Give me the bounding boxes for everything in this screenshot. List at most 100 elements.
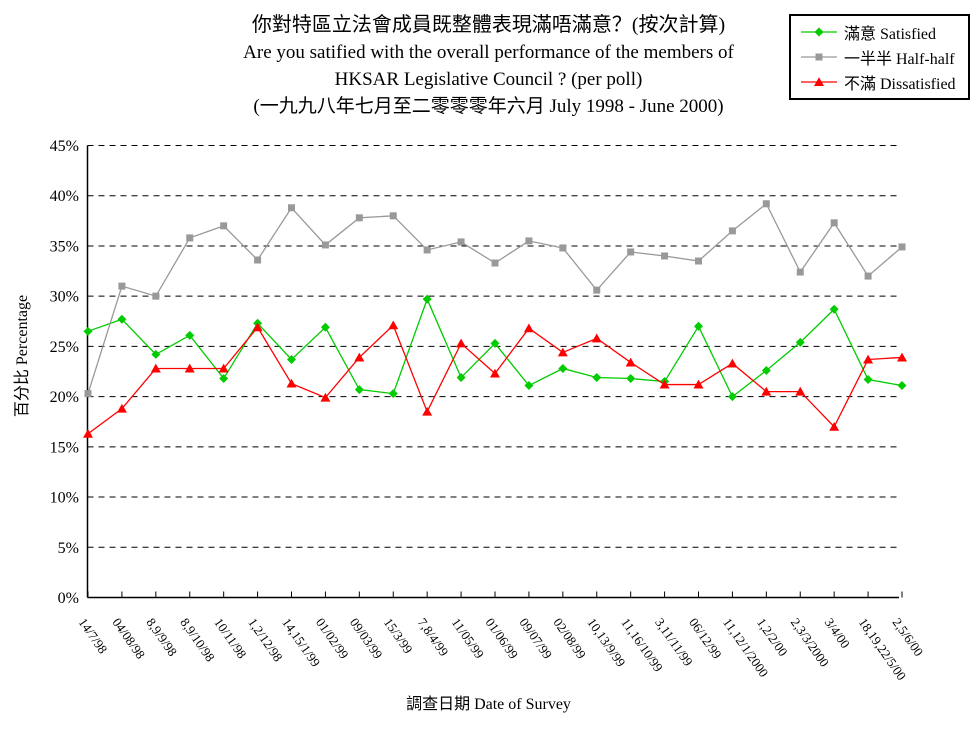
x-tick-label: 09/03/99 [347, 615, 386, 661]
chart-title-line4: (一九九八年七月至二零零零年六月 July 1998 - June 2000) [253, 96, 724, 117]
half-half-marker [288, 204, 295, 212]
dissatisfied-marker [184, 363, 195, 373]
chart-title-line2: Are you satified with the overall perfor… [243, 42, 734, 63]
half-half-marker [898, 243, 906, 251]
half-half-marker [457, 238, 465, 246]
x-tick-label: 11/05/99 [449, 615, 488, 661]
satisfied-marker [354, 385, 364, 395]
half-half-marker [661, 252, 669, 260]
satisfied-marker [558, 363, 568, 373]
satisfied-marker [694, 321, 703, 331]
dissatisfied-marker [761, 386, 772, 396]
legend-item-dissatisfied: 不滿 Dissatisfied [799, 69, 964, 94]
legend: 滿意 Satisfied 一半半 Half-half 不滿 Dissatisfi… [789, 14, 970, 100]
half-half-marker [152, 292, 160, 300]
dissatisfied-marker [625, 357, 636, 367]
half-half-marker [796, 268, 804, 276]
dissatisfied-marker [150, 363, 161, 373]
satisfied-marker [863, 375, 873, 385]
dissatisfied-marker [591, 333, 602, 343]
half-half-marker [84, 390, 92, 398]
satisfied-marker [795, 337, 805, 347]
half-half-legend-marker [815, 53, 823, 60]
satisfied-marker [83, 326, 93, 336]
x-tick-label: 01/06/99 [483, 615, 522, 661]
dissatisfied-marker [523, 323, 534, 333]
dissatisfied-marker [863, 354, 874, 364]
half-half-marker [220, 222, 228, 230]
satisfied-marker [626, 374, 636, 384]
half-half-marker [593, 286, 601, 294]
half-half-marker [559, 244, 567, 252]
half-half-marker [118, 282, 126, 290]
dissatisfied-marker [727, 358, 738, 368]
legend-label-dissatisfied: 不滿 Dissatisfied [844, 75, 956, 93]
satisfied-line-marker-icon [801, 27, 837, 36]
satisfied-legend-marker [814, 27, 824, 36]
dissatisfied-marker [83, 428, 93, 438]
x-tick-label: 09/07/99 [516, 615, 555, 661]
x-tick-label: 02/08/99 [550, 615, 589, 661]
x-tick-label: 7,8/4/99 [415, 615, 452, 659]
dissatisfied-marker [795, 386, 806, 396]
satisfied-marker [727, 392, 737, 402]
dissatisfied-marker [897, 352, 907, 362]
half-half-marker [389, 212, 397, 220]
half-half-marker [830, 219, 838, 227]
dissatisfied-marker [557, 347, 568, 357]
x-tick-label: 3/4/00 [822, 615, 853, 651]
dissatisfied-marker [659, 379, 670, 389]
half-half-marker [864, 272, 872, 280]
satisfied-marker [320, 322, 330, 332]
satisfied-marker [388, 389, 398, 399]
dissatisfied-line-marker-icon [801, 76, 837, 86]
dissatisfied-marker [456, 338, 467, 348]
plot-area: 0% 5% 10% 15% 20% 25% 30% 35% 40% 45% 14/7/9804/08… [50, 138, 927, 683]
satisfied-marker [422, 294, 432, 304]
satisfied-marker [524, 381, 534, 391]
satisfied-marker [592, 373, 602, 383]
satisfied-marker [761, 365, 771, 375]
legend-item-satisfied: 滿意 Satisfied [799, 19, 964, 44]
y-tick-label: 30% [50, 289, 79, 306]
dissatisfied-marker [354, 352, 365, 362]
half-half-line-marker-icon [801, 53, 837, 60]
half-half-marker [186, 234, 194, 242]
x-tick-label: 14/7/98 [76, 615, 111, 656]
satisfied-marker [456, 373, 466, 383]
y-tick-label: 0% [58, 590, 79, 607]
x-axis-title: 調查日期 Date of Survey [406, 696, 571, 713]
y-tick-label: 35% [50, 238, 79, 255]
chart-title-line3: HKSAR Legislative Council ? (per poll) [334, 69, 643, 90]
y-tick-label: 25% [50, 339, 79, 356]
legend-label-satisfied: 滿意 Satisfied [844, 25, 936, 43]
legend-label-half-half: 一半半 Half-half [844, 50, 955, 68]
y-tick-label: 15% [50, 439, 79, 456]
satisfied-marker [219, 374, 229, 384]
y-tick-label: 10% [50, 490, 79, 507]
half-half-marker [762, 200, 770, 208]
half-half-marker [695, 257, 702, 265]
dissatisfied-marker [388, 320, 399, 330]
y-tick-label: 20% [50, 389, 79, 406]
dissatisfied-marker [320, 392, 331, 402]
half-half-line [87, 202, 903, 394]
legend-item-half-half: 一半半 Half-half [799, 44, 964, 69]
dissatisfied-marker [116, 403, 127, 413]
chart-title: 你對特區立法會成員既整體表現滿唔滿意？(按次計算) Are you satifi… [0, 12, 977, 120]
satisfied-marker [117, 314, 127, 324]
dissatisfied-marker [693, 379, 704, 389]
dissatisfied-marker [252, 322, 263, 332]
dissatisfied-marker [490, 368, 500, 378]
half-half-marker [423, 246, 431, 254]
satisfied-marker [829, 304, 839, 314]
y-tick-label: 45% [50, 138, 79, 155]
satisfied-line [87, 297, 903, 398]
half-half-marker [321, 241, 329, 249]
dissatisfied-legend-marker [814, 76, 824, 86]
half-half-marker [254, 256, 262, 264]
half-half-marker [355, 214, 363, 222]
half-half-marker [627, 248, 635, 256]
half-half-marker [491, 259, 499, 267]
